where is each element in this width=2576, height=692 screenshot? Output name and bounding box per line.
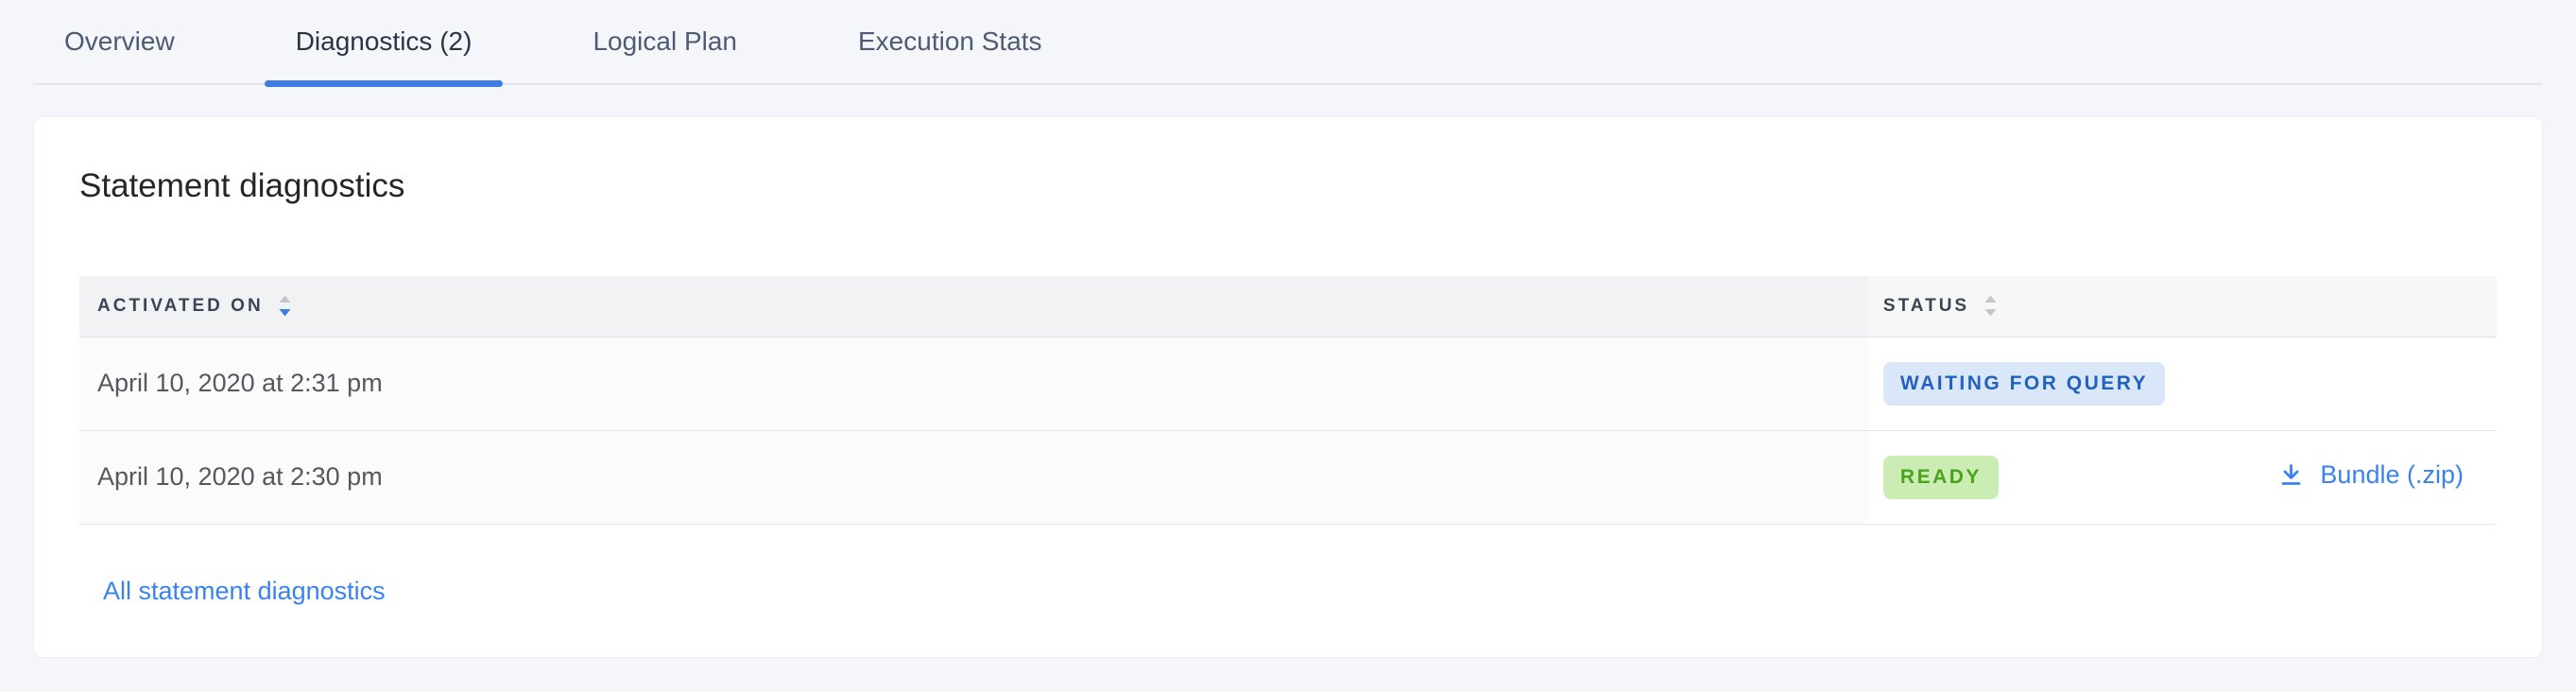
activated-on-value: April 10, 2020 at 2:31 pm — [79, 337, 1868, 431]
table-row: April 10, 2020 at 2:31 pm WAITING FOR QU… — [79, 337, 2497, 431]
bundle-download-label: Bundle (.zip) — [2320, 459, 2464, 489]
table-header-row: ACTIVATED ON STATUS — [79, 276, 2497, 337]
sort-desc-icon — [279, 295, 291, 317]
column-header-activated-on-label: ACTIVATED ON — [97, 295, 264, 316]
column-header-status[interactable]: STATUS — [1867, 276, 2226, 337]
tab-bar: Overview Diagnostics (2) Logical Plan Ex… — [33, 0, 2543, 87]
sort-icon — [1984, 295, 1997, 317]
table-row: April 10, 2020 at 2:30 pm READY Bundle (… — [79, 430, 2497, 525]
tab-logical-plan-label: Logical Plan — [592, 26, 737, 56]
tab-overview-label: Overview — [64, 26, 175, 56]
download-icon — [2282, 463, 2301, 485]
status-badge: WAITING FOR QUERY — [1882, 361, 2166, 406]
status-badge: READY — [1882, 455, 1999, 499]
tab-diagnostics[interactable]: Diagnostics (2) — [264, 0, 504, 87]
tab-execution-stats[interactable]: Execution Stats — [827, 0, 1073, 83]
all-statement-diagnostics-link[interactable]: All statement diagnostics — [103, 576, 386, 605]
tab-diagnostics-label: Diagnostics (2) — [295, 26, 472, 56]
tab-execution-stats-label: Execution Stats — [858, 26, 1042, 56]
actions-cell — [2225, 337, 2497, 431]
activated-on-value: April 10, 2020 at 2:30 pm — [79, 430, 1868, 525]
tab-logical-plan[interactable]: Logical Plan — [561, 0, 768, 83]
bundle-download-link[interactable]: Bundle (.zip) — [2278, 460, 2464, 490]
statement-diagnostics-card: Statement diagnostics ACTIVATED ON — [33, 116, 2543, 658]
column-header-status-label: STATUS — [1882, 295, 1970, 316]
tab-overview[interactable]: Overview — [33, 0, 206, 83]
column-header-actions — [2225, 276, 2497, 337]
actions-cell: Bundle (.zip) — [2225, 430, 2497, 525]
diagnostics-table: ACTIVATED ON STATUS — [79, 276, 2497, 525]
column-header-activated-on[interactable]: ACTIVATED ON — [79, 276, 1868, 337]
page-title: Statement diagnostics — [79, 167, 405, 204]
